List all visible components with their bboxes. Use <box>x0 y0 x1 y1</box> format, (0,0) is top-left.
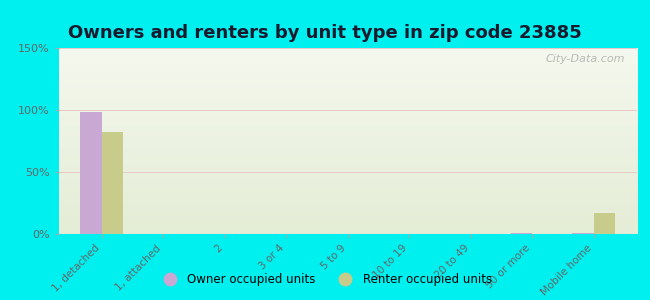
Legend: Owner occupied units, Renter occupied units: Owner occupied units, Renter occupied un… <box>153 269 497 291</box>
Bar <box>101 132 123 234</box>
Text: Owners and renters by unit type in zip code 23885: Owners and renters by unit type in zip c… <box>68 24 582 42</box>
Bar <box>511 233 532 234</box>
Bar <box>80 112 101 234</box>
Bar <box>594 213 616 234</box>
Text: City-Data.com: City-Data.com <box>546 54 625 64</box>
Bar <box>573 233 594 234</box>
